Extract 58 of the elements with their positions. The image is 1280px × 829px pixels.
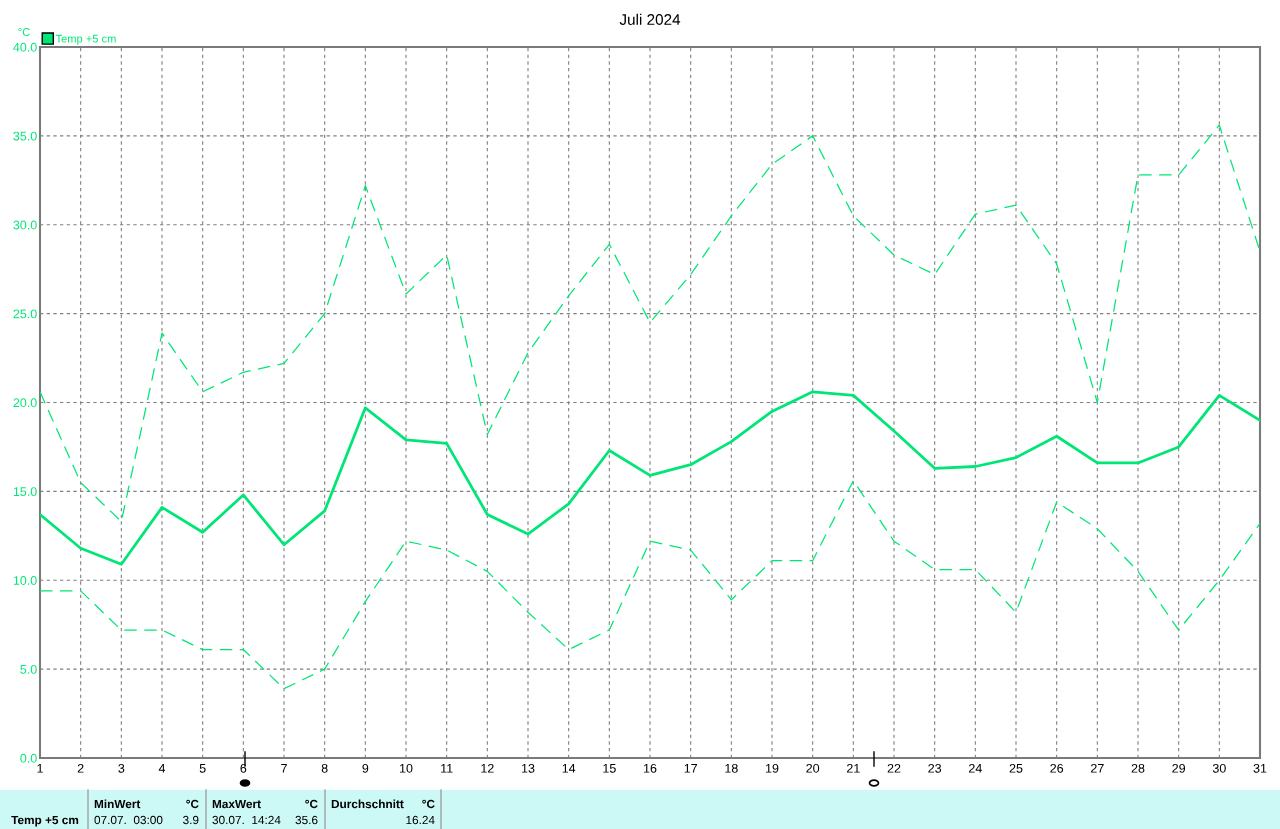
x-tick-label: 7	[281, 764, 287, 773]
text: Durchschnitt	[331, 799, 404, 809]
line-series	[40, 124, 1260, 523]
x-tick-label: 15	[603, 764, 616, 773]
x-tick-label: 23	[928, 763, 942, 773]
x-tick-label: 16	[644, 763, 657, 773]
text: °C	[305, 799, 318, 809]
y-tick-label: 15.0	[13, 487, 37, 497]
x-tick-label: 5	[199, 764, 206, 773]
x-tick-label: 29	[1172, 763, 1186, 773]
text: °C	[186, 799, 199, 809]
legend-label: Temp +5 cm	[55, 34, 116, 45]
x-tick-label: 8	[321, 763, 328, 773]
text: °C	[422, 799, 435, 809]
y-tick-label: 30.0	[13, 220, 37, 230]
text: 07.07. 03:00	[94, 815, 163, 825]
text: 3.9	[183, 815, 199, 825]
x-tick-label: 12	[481, 763, 494, 773]
x-tick-label: 3	[118, 763, 125, 773]
y-tick-label: 40.0	[13, 42, 37, 52]
x-tick-label: 17	[684, 764, 697, 773]
text: 16.24	[406, 815, 435, 825]
x-tick-label: 11	[441, 764, 453, 773]
x-tick-label: 24	[969, 763, 982, 773]
x-tick-label: 18	[725, 763, 738, 773]
line-series	[40, 390, 1260, 566]
x-tick-label: 30	[1212, 763, 1226, 773]
x-tick-label: 25	[1009, 763, 1023, 773]
y-tick-label: 5.0	[20, 664, 37, 674]
x-tick-label: 22	[887, 763, 901, 773]
y-tick-label: 10.0	[13, 576, 37, 585]
text: 30.07. 14:24	[212, 815, 281, 825]
x-tick-label: 9	[362, 763, 369, 773]
x-tick-label: 6	[240, 763, 247, 773]
y-tick-label: 25.0	[13, 309, 37, 319]
x-tick-label: 1	[37, 764, 43, 773]
x-tick-label: 19	[766, 763, 779, 773]
x-tick-label: 21	[847, 763, 860, 773]
text: 35.6	[295, 815, 318, 825]
x-tick-label: 4	[158, 764, 166, 773]
x-tick-label: 28	[1131, 763, 1145, 773]
x-tick-label: 10	[400, 763, 413, 773]
y-tick-label: 35.0	[13, 131, 37, 141]
y-axis-title: °C	[18, 28, 30, 36]
chart-title: Juli 2024	[619, 13, 681, 25]
x-tick-label: 31	[1253, 763, 1267, 773]
x-tick-label: 27	[1091, 763, 1104, 773]
text: Temp +5 cm	[11, 815, 79, 827]
x-tick-label: 2	[77, 763, 84, 773]
y-tick-label: 0.0	[20, 753, 37, 763]
x-tick-label: 14	[562, 764, 576, 773]
text: MaxWert	[212, 799, 261, 809]
x-tick-label: 13	[522, 763, 535, 773]
line-series	[40, 480, 1260, 690]
x-tick-label: 26	[1050, 763, 1064, 773]
text: MinWert	[94, 799, 141, 809]
y-tick-label: 20.0	[13, 398, 37, 408]
x-tick-label: 20	[806, 763, 820, 773]
